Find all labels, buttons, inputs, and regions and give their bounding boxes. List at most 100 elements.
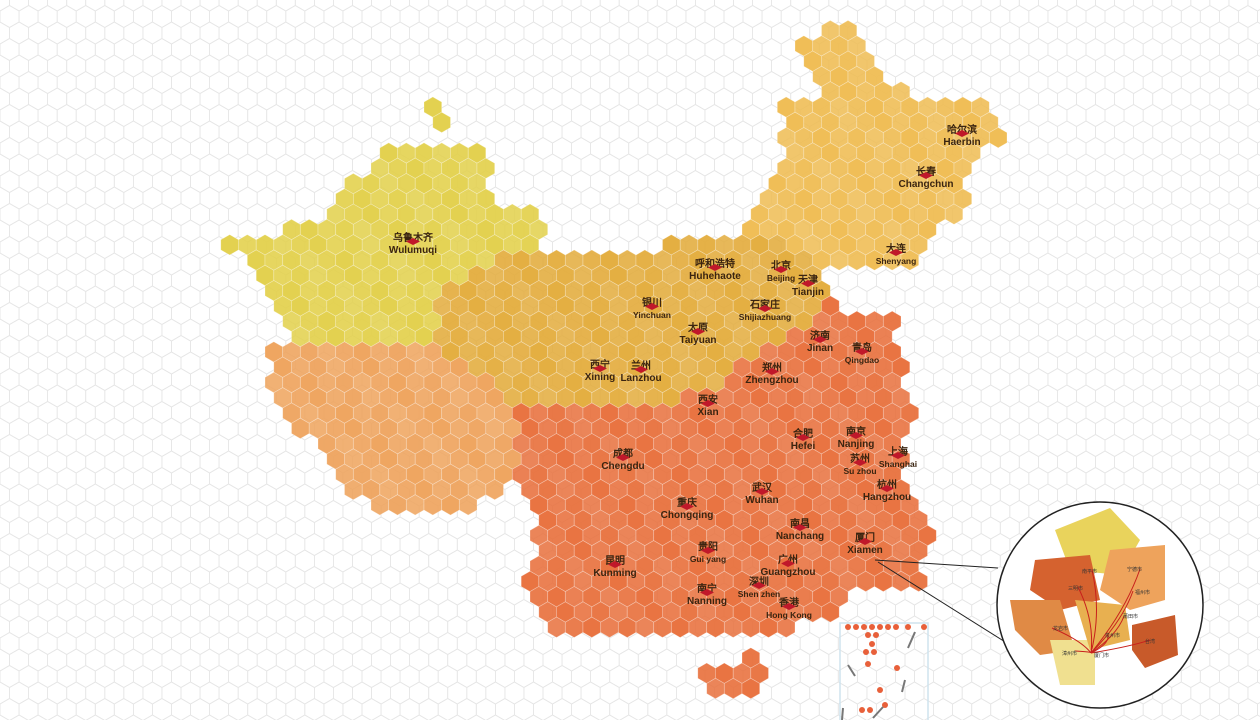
grid-hex [1076, 417, 1096, 441]
grid-hex [151, 203, 172, 226]
grid-hex [180, 351, 201, 375]
grid-hex [275, 120, 296, 144]
grid-hex [456, 665, 477, 688]
grid-hex [37, 137, 58, 160]
grid-hex [123, 219, 144, 243]
grid-hex [209, 302, 230, 325]
grid-hex [1247, 252, 1260, 276]
grid-hex [971, 71, 992, 94]
grid-hex [1009, 269, 1030, 292]
grid-hex [66, 483, 87, 507]
grid-hex [18, 401, 39, 424]
grid-hex [199, 21, 220, 45]
grid-hex [1038, 285, 1058, 309]
grid-hex [352, 87, 372, 111]
grid-hex [75, 137, 96, 160]
grid-hex [1209, 351, 1230, 375]
grid-hex [104, 87, 125, 111]
city-marker-icon [700, 589, 714, 596]
grid-hex [685, 170, 706, 193]
grid-hex [113, 665, 134, 688]
grid-hex [571, 665, 591, 688]
grid-hex [542, 120, 563, 144]
grid-hex [247, 38, 268, 61]
grid-hex [942, 549, 963, 573]
grid-hex [1028, 335, 1049, 358]
grid-hex [1047, 302, 1068, 325]
grid-hex [219, 714, 239, 720]
grid-hex [47, 153, 68, 177]
grid-hex [85, 351, 106, 375]
grid-hex [313, 87, 334, 111]
grid-hex [1085, 236, 1106, 259]
grid-hex [456, 533, 477, 556]
grid-hex [123, 516, 144, 540]
grid-hex [533, 632, 553, 655]
city-label: 呼和浩特Huhehaote [689, 260, 741, 282]
grid-hex [56, 335, 77, 358]
grid-hex [418, 533, 439, 556]
region-hex-south [821, 601, 840, 623]
grid-hex [485, 549, 506, 573]
grid-hex [123, 714, 143, 720]
grid-hex [1161, 71, 1182, 94]
mini-dot [859, 707, 865, 713]
grid-hex [0, 104, 20, 127]
grid-hex [866, 21, 887, 45]
grid-hex [142, 318, 163, 342]
grid-hex [942, 417, 963, 441]
grid-hex [790, 714, 810, 720]
grid-hex [1209, 417, 1230, 441]
grid-hex [599, 219, 620, 243]
grid-hex [1238, 533, 1258, 556]
grid-hex [37, 38, 58, 61]
grid-hex [494, 533, 515, 556]
city-marker-icon [615, 454, 630, 461]
grid-hex [256, 615, 277, 639]
grid-hex [924, 714, 944, 720]
grid-hex [676, 153, 696, 177]
grid-hex [990, 467, 1011, 490]
grid-hex [704, 38, 725, 61]
grid-hex [456, 104, 477, 127]
grid-hex [1142, 302, 1163, 325]
grid-hex [237, 582, 258, 606]
grid-hex [914, 38, 934, 61]
grid-hex [1114, 252, 1134, 276]
grid-hex [561, 54, 582, 78]
grid-hex [1209, 681, 1230, 705]
grid-hex [1219, 599, 1239, 622]
grid-hex [428, 582, 449, 606]
grid-hex [866, 714, 886, 720]
grid-hex [285, 38, 306, 61]
grid-hex [66, 54, 87, 78]
grid-hex [399, 38, 420, 61]
grid-hex [609, 203, 630, 226]
grid-hex [1018, 120, 1039, 144]
grid-hex [361, 38, 382, 61]
grid-hex [66, 0, 87, 12]
grid-hex [104, 714, 124, 720]
grid-hex [685, 71, 706, 94]
grid-hex [161, 516, 182, 540]
grid-hex [113, 401, 134, 424]
grid-hex [1038, 87, 1058, 111]
city-marker-icon [774, 266, 788, 273]
grid-hex [66, 318, 87, 342]
grid-hex [895, 5, 915, 28]
grid-hex [904, 54, 925, 78]
grid-hex [0, 252, 10, 276]
grid-hex [571, 170, 591, 193]
inset-region [1075, 600, 1130, 650]
grid-hex [1219, 302, 1239, 325]
grid-hex [237, 153, 258, 177]
grid-hex [1133, 21, 1154, 45]
grid-hex [447, 0, 468, 12]
grid-hex [542, 21, 563, 45]
grid-hex [1114, 351, 1134, 375]
grid-hex [66, 219, 87, 243]
grid-hex [971, 302, 992, 325]
grid-hex [0, 318, 10, 342]
grid-hex [999, 681, 1020, 705]
city-name-en: Hong Kong [766, 610, 812, 620]
